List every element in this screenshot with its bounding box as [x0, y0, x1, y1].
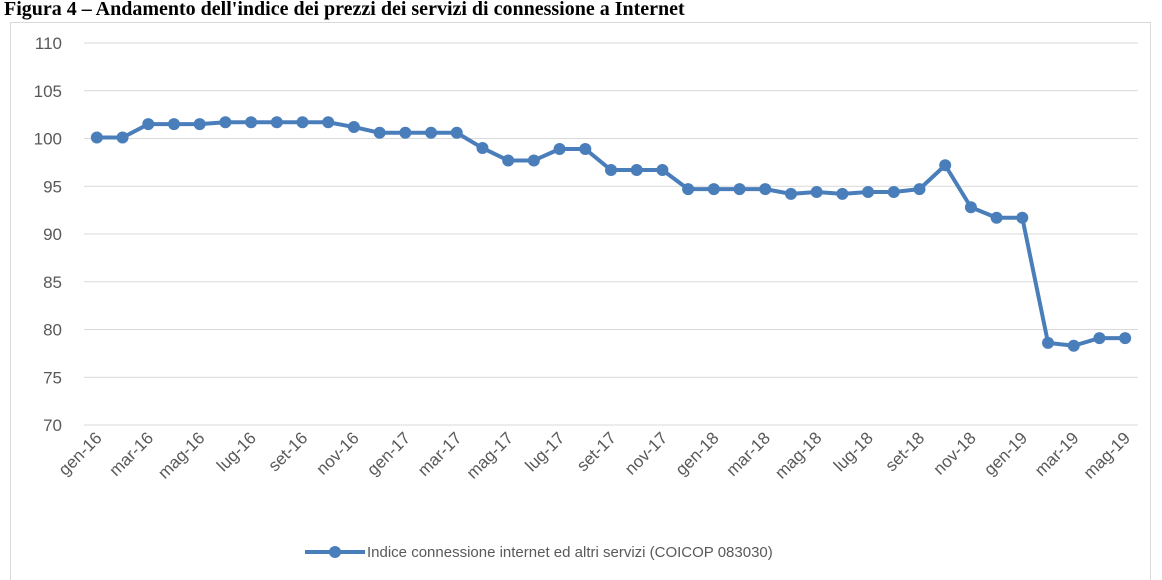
point	[810, 185, 823, 198]
point	[527, 154, 540, 167]
y-tick-label: 110	[35, 34, 62, 53]
legend-marker	[329, 546, 341, 558]
point	[270, 116, 283, 129]
point	[656, 164, 669, 177]
point	[579, 143, 592, 156]
point	[605, 164, 617, 177]
point	[142, 118, 155, 131]
y-tick-label: 100	[34, 130, 62, 149]
y-tick-label: 105	[34, 82, 62, 101]
point	[784, 187, 797, 200]
point	[1016, 211, 1029, 224]
point	[1119, 332, 1132, 345]
point	[245, 116, 258, 129]
y-tick-label: 95	[43, 177, 62, 196]
y-tick-label: 85	[43, 273, 62, 292]
point	[502, 154, 515, 167]
point	[836, 187, 849, 200]
point	[1067, 339, 1080, 352]
point	[322, 116, 335, 129]
chart-frame	[10, 22, 1151, 580]
y-tick-label: 80	[43, 321, 62, 340]
point	[373, 126, 386, 139]
point	[707, 183, 720, 196]
point	[425, 126, 438, 139]
point	[450, 126, 463, 139]
y-tick-label: 90	[43, 225, 62, 244]
point	[219, 116, 232, 129]
point	[1093, 332, 1106, 345]
point	[862, 185, 875, 198]
y-tick-label: 70	[43, 416, 62, 435]
point	[682, 183, 695, 196]
point	[733, 183, 746, 196]
point	[939, 159, 952, 172]
point	[630, 164, 643, 177]
point	[1042, 336, 1055, 349]
point	[913, 183, 926, 196]
point	[116, 131, 129, 144]
point	[887, 185, 900, 198]
legend-label: Indice connessione internet ed altri ser…	[367, 544, 773, 561]
point	[553, 143, 566, 156]
y-tick-label: 75	[43, 368, 62, 387]
point	[990, 211, 1003, 224]
point	[90, 131, 103, 144]
point	[193, 118, 206, 131]
point	[399, 126, 412, 139]
point	[964, 201, 977, 214]
point	[759, 183, 772, 196]
point	[347, 121, 360, 134]
point	[476, 142, 489, 155]
point	[296, 116, 309, 129]
point	[167, 118, 180, 131]
chart-title: Figura 4 – Andamento dell'indice dei pre…	[4, 0, 685, 20]
